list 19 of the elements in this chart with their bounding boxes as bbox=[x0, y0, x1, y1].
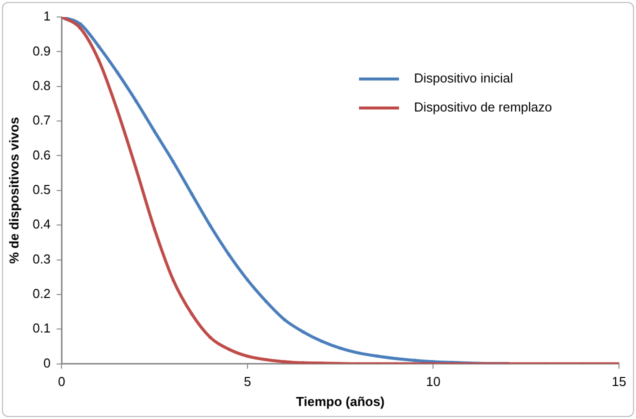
y-tick-label: 0.7 bbox=[32, 112, 51, 128]
x-tick-label: 10 bbox=[426, 374, 440, 390]
x-tick-label: 0 bbox=[58, 374, 66, 390]
y-tick-label: 0.3 bbox=[32, 251, 51, 266]
legend-label: Dispositivo de remplazo bbox=[414, 100, 552, 115]
y-tick-label: 0.2 bbox=[32, 286, 51, 302]
y-tick-label: 0.4 bbox=[32, 216, 51, 232]
x-axis-title: Tiempo (años) bbox=[296, 394, 385, 409]
y-tick-label: 0.9 bbox=[32, 43, 51, 58]
y-tick-label: 0.6 bbox=[32, 147, 51, 162]
y-tick-label: 0.8 bbox=[32, 78, 51, 93]
y-tick-label: 0.1 bbox=[32, 320, 51, 336]
legend-label: Dispositivo inicial bbox=[414, 70, 514, 86]
y-tick-label: 0.5 bbox=[32, 182, 51, 197]
y-axis-title: % de dispositivos vivos bbox=[6, 117, 22, 264]
x-tick-label: 5 bbox=[244, 374, 252, 390]
y-tick-label: 0 bbox=[43, 355, 51, 370]
x-tick-label: 15 bbox=[612, 374, 626, 390]
y-tick-label: 1 bbox=[43, 8, 51, 24]
